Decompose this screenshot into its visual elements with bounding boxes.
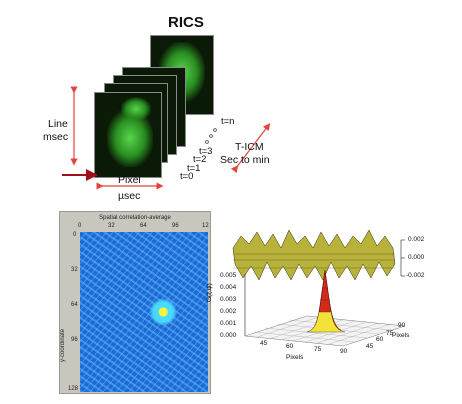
line-unit: msec (43, 131, 69, 143)
diagram-arrows (62, 86, 271, 190)
x-tick: 75 (314, 346, 322, 353)
correlation-map-panel: Spatial correlation-average 0 32 64 96 1… (59, 211, 211, 394)
x-tick: 60 (286, 343, 294, 350)
map-y-tick: 64 (71, 302, 78, 308)
map-x-tick: 64 (140, 223, 147, 229)
ellipsis-dot-1 (205, 140, 209, 144)
time-label-3: t=3 (199, 146, 213, 157)
ellipsis-dot-3 (213, 128, 217, 132)
y-tick: 60 (376, 336, 384, 343)
map-x-tick: 0 (78, 223, 82, 229)
noise-tick: -0.002 (406, 272, 425, 279)
map-x-tick: 96 (172, 223, 179, 229)
ellipsis-dot-2 (209, 134, 213, 138)
z-tick: 0.002 (220, 308, 237, 315)
z-tick: 0.003 (220, 296, 237, 303)
map-x-tick: 12 (202, 223, 209, 229)
z-tick: 0.004 (220, 284, 237, 291)
z-tick: 0.001 (220, 320, 237, 327)
map-y-tick: 96 (71, 337, 78, 343)
y-tick: 75 (386, 330, 394, 337)
line-label: Line (48, 118, 68, 130)
map-y-tick: 0 (73, 232, 77, 238)
time-label-2: t=2 (193, 154, 207, 165)
map-x-tick: 32 (108, 223, 115, 229)
stack-frame-1 (94, 92, 162, 178)
ticm-unit: Sec to min (220, 154, 270, 166)
ticm-label: T-ICM (235, 141, 264, 153)
figure-title: RICS (168, 14, 204, 31)
pixel-unit: µsec (118, 190, 141, 202)
ticm-axis-arrow (230, 123, 271, 174)
noise-surface (232, 229, 396, 281)
time-label-n: t=n (221, 116, 235, 127)
x-tick: 45 (260, 340, 268, 347)
correlation-map-title: Spatial correlation-average (99, 215, 171, 221)
map-y-tick: 32 (71, 267, 78, 273)
surface-plots (232, 229, 406, 347)
y-axis-label: Pixels (392, 332, 410, 339)
z-tick: 0.005 (220, 272, 237, 279)
time-label-0: t=0 (180, 171, 194, 182)
image-stack (0, 0, 462, 200)
correlation-map-ylabel: y-coordinate (60, 328, 66, 362)
noise-tick: 0.000 (408, 254, 425, 261)
y-tick: 90 (398, 322, 406, 329)
correlation-heatmap (80, 232, 208, 392)
pixel-label: Pixel (118, 174, 141, 186)
map-y-tick: 128 (68, 386, 79, 392)
y-tick: 45 (366, 343, 374, 350)
z-axis-label: G(ξ,ψ) (206, 283, 213, 302)
z-tick: 0.000 (220, 332, 237, 339)
x-tick: 90 (340, 348, 348, 355)
noise-tick: 0.002 (408, 236, 425, 243)
x-axis-label: Pixels (286, 354, 304, 361)
time-label-1: t=1 (187, 163, 201, 174)
